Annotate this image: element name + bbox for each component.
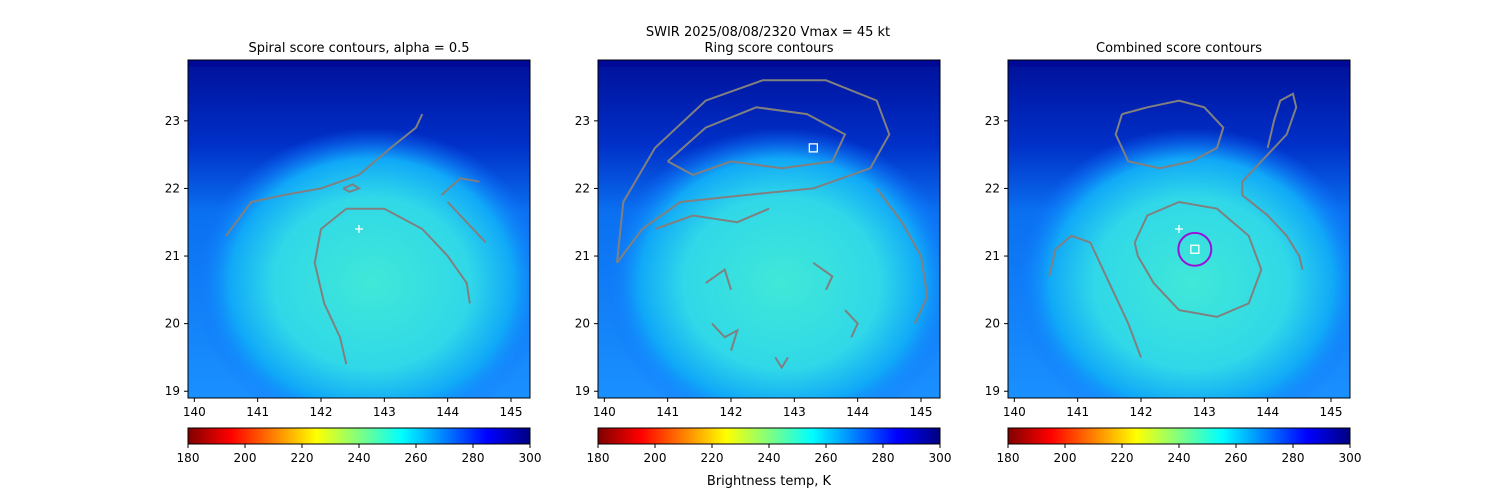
score-contour [812, 261, 834, 291]
colorbar-tick-label: 220 [291, 451, 314, 465]
colorbar-tick-label: 200 [644, 451, 667, 465]
colorbar-tick-label: 300 [519, 451, 542, 465]
center-plus-marker [355, 225, 363, 233]
colorbar-tick-label: 300 [1339, 451, 1362, 465]
panel-title: Combined score contours [1096, 41, 1262, 56]
y-tick-label: 19 [575, 384, 590, 398]
colorbar-2: 180 200 220 240 260 280 300 [587, 427, 952, 465]
colorbar-label: Brightness temp, K [707, 474, 832, 489]
y-tick-label: 21 [575, 249, 590, 263]
x-tick-label: 143 [1193, 405, 1216, 419]
colorbar-tick-label: 180 [997, 451, 1020, 465]
colorbar-gradient [1007, 427, 1351, 445]
score-contour [1048, 234, 1142, 358]
brightness-image [598, 60, 940, 398]
score-contour [225, 113, 424, 237]
score-contour [875, 187, 929, 325]
colorbar-gradient [597, 427, 941, 445]
score-contour [705, 267, 732, 291]
score-contour [342, 183, 362, 193]
x-tick-label: 143 [373, 405, 396, 419]
score-contour [844, 309, 859, 338]
center-plus-marker [1175, 225, 1183, 233]
colorbar-tick-label: 280 [1282, 451, 1305, 465]
colorbar-tick-label: 240 [348, 451, 371, 465]
center-square-marker [1190, 244, 1200, 254]
y-tick-label: 20 [985, 317, 1000, 331]
x-tick-label: 141 [1066, 405, 1089, 419]
score-contour [774, 356, 789, 370]
colorbar-tick-label: 300 [929, 451, 952, 465]
y-tick-label: 19 [985, 384, 1000, 398]
colorbar-tick-label: 240 [758, 451, 781, 465]
colorbar-tick-label: 200 [234, 451, 257, 465]
y-tick-label: 22 [985, 181, 1000, 195]
y-tick-label: 21 [985, 249, 1000, 263]
colorbar-tick-label: 240 [1168, 451, 1191, 465]
brightness-image [1008, 60, 1350, 398]
colorbar-tick-label: 280 [462, 451, 485, 465]
panel-title: Ring score contours [704, 41, 833, 56]
colorbar-tick-label: 180 [587, 451, 610, 465]
x-tick-label: 144 [1256, 405, 1279, 419]
axes-frame [187, 59, 531, 399]
x-tick-label: 142 [1130, 405, 1153, 419]
x-tick-label: 144 [436, 405, 459, 419]
x-tick-label: 143 [783, 405, 806, 419]
colorbar-tick-label: 180 [177, 451, 200, 465]
figure-suptitle: SWIR 2025/08/08/2320 Vmax = 45 kt [646, 25, 890, 40]
panel-title: Spiral score contours, alpha = 0.5 [248, 41, 469, 56]
colorbar-tick-label: 260 [1225, 451, 1248, 465]
radius-circle [1177, 231, 1213, 267]
score-contour [440, 177, 480, 196]
y-tick-label: 23 [985, 114, 1000, 128]
score-contour [711, 322, 739, 351]
x-tick-label: 145 [910, 405, 933, 419]
axes-frame [1007, 59, 1351, 399]
brightness-image [188, 60, 530, 398]
score-contour [313, 207, 471, 365]
x-tick-label: 140 [593, 405, 616, 419]
score-contour [1114, 99, 1225, 170]
score-contour [446, 201, 487, 244]
colorbar-gradient [187, 427, 531, 445]
y-tick-label: 22 [165, 181, 180, 195]
x-tick-label: 141 [246, 405, 269, 419]
colorbar-tick-label: 220 [1111, 451, 1134, 465]
x-tick-label: 144 [846, 405, 869, 419]
score-contour [667, 106, 847, 176]
score-contour [616, 79, 891, 264]
panel-1: Spiral score contours, alpha = 0.5 140 141… [165, 41, 531, 419]
x-tick-label: 140 [183, 405, 206, 419]
colorbar-tick-label: 280 [872, 451, 895, 465]
x-tick-label: 145 [1320, 405, 1343, 419]
x-tick-label: 142 [720, 405, 743, 419]
colorbar-tick-label: 260 [405, 451, 428, 465]
score-contour [654, 207, 770, 230]
x-tick-label: 141 [656, 405, 679, 419]
y-tick-label: 20 [165, 317, 180, 331]
x-tick-label: 142 [310, 405, 333, 419]
y-tick-label: 19 [165, 384, 180, 398]
colorbar-tick-label: 200 [1054, 451, 1077, 465]
colorbar-tick-label: 220 [701, 451, 724, 465]
colorbar-tick-label: 260 [815, 451, 838, 465]
score-contour [1241, 92, 1304, 270]
y-tick-label: 20 [575, 317, 590, 331]
y-tick-label: 22 [575, 181, 590, 195]
x-tick-label: 145 [500, 405, 523, 419]
y-tick-label: 21 [165, 249, 180, 263]
x-tick-label: 140 [1003, 405, 1026, 419]
colorbar-1: 180 200 220 240 260 280 300 [177, 427, 542, 465]
panel-3: Combined score contours 140 141 142 143 144 14… [985, 41, 1351, 419]
center-square-marker [808, 143, 818, 153]
colorbar-3: 180 200 220 240 260 280 300 [997, 427, 1362, 465]
y-tick-label: 23 [575, 114, 590, 128]
axes-frame [597, 59, 941, 399]
score-contour [1133, 200, 1263, 318]
y-tick-label: 23 [165, 114, 180, 128]
panel-2: Ring score contours 140 141 142 143 144 145 19 2… [575, 41, 941, 419]
